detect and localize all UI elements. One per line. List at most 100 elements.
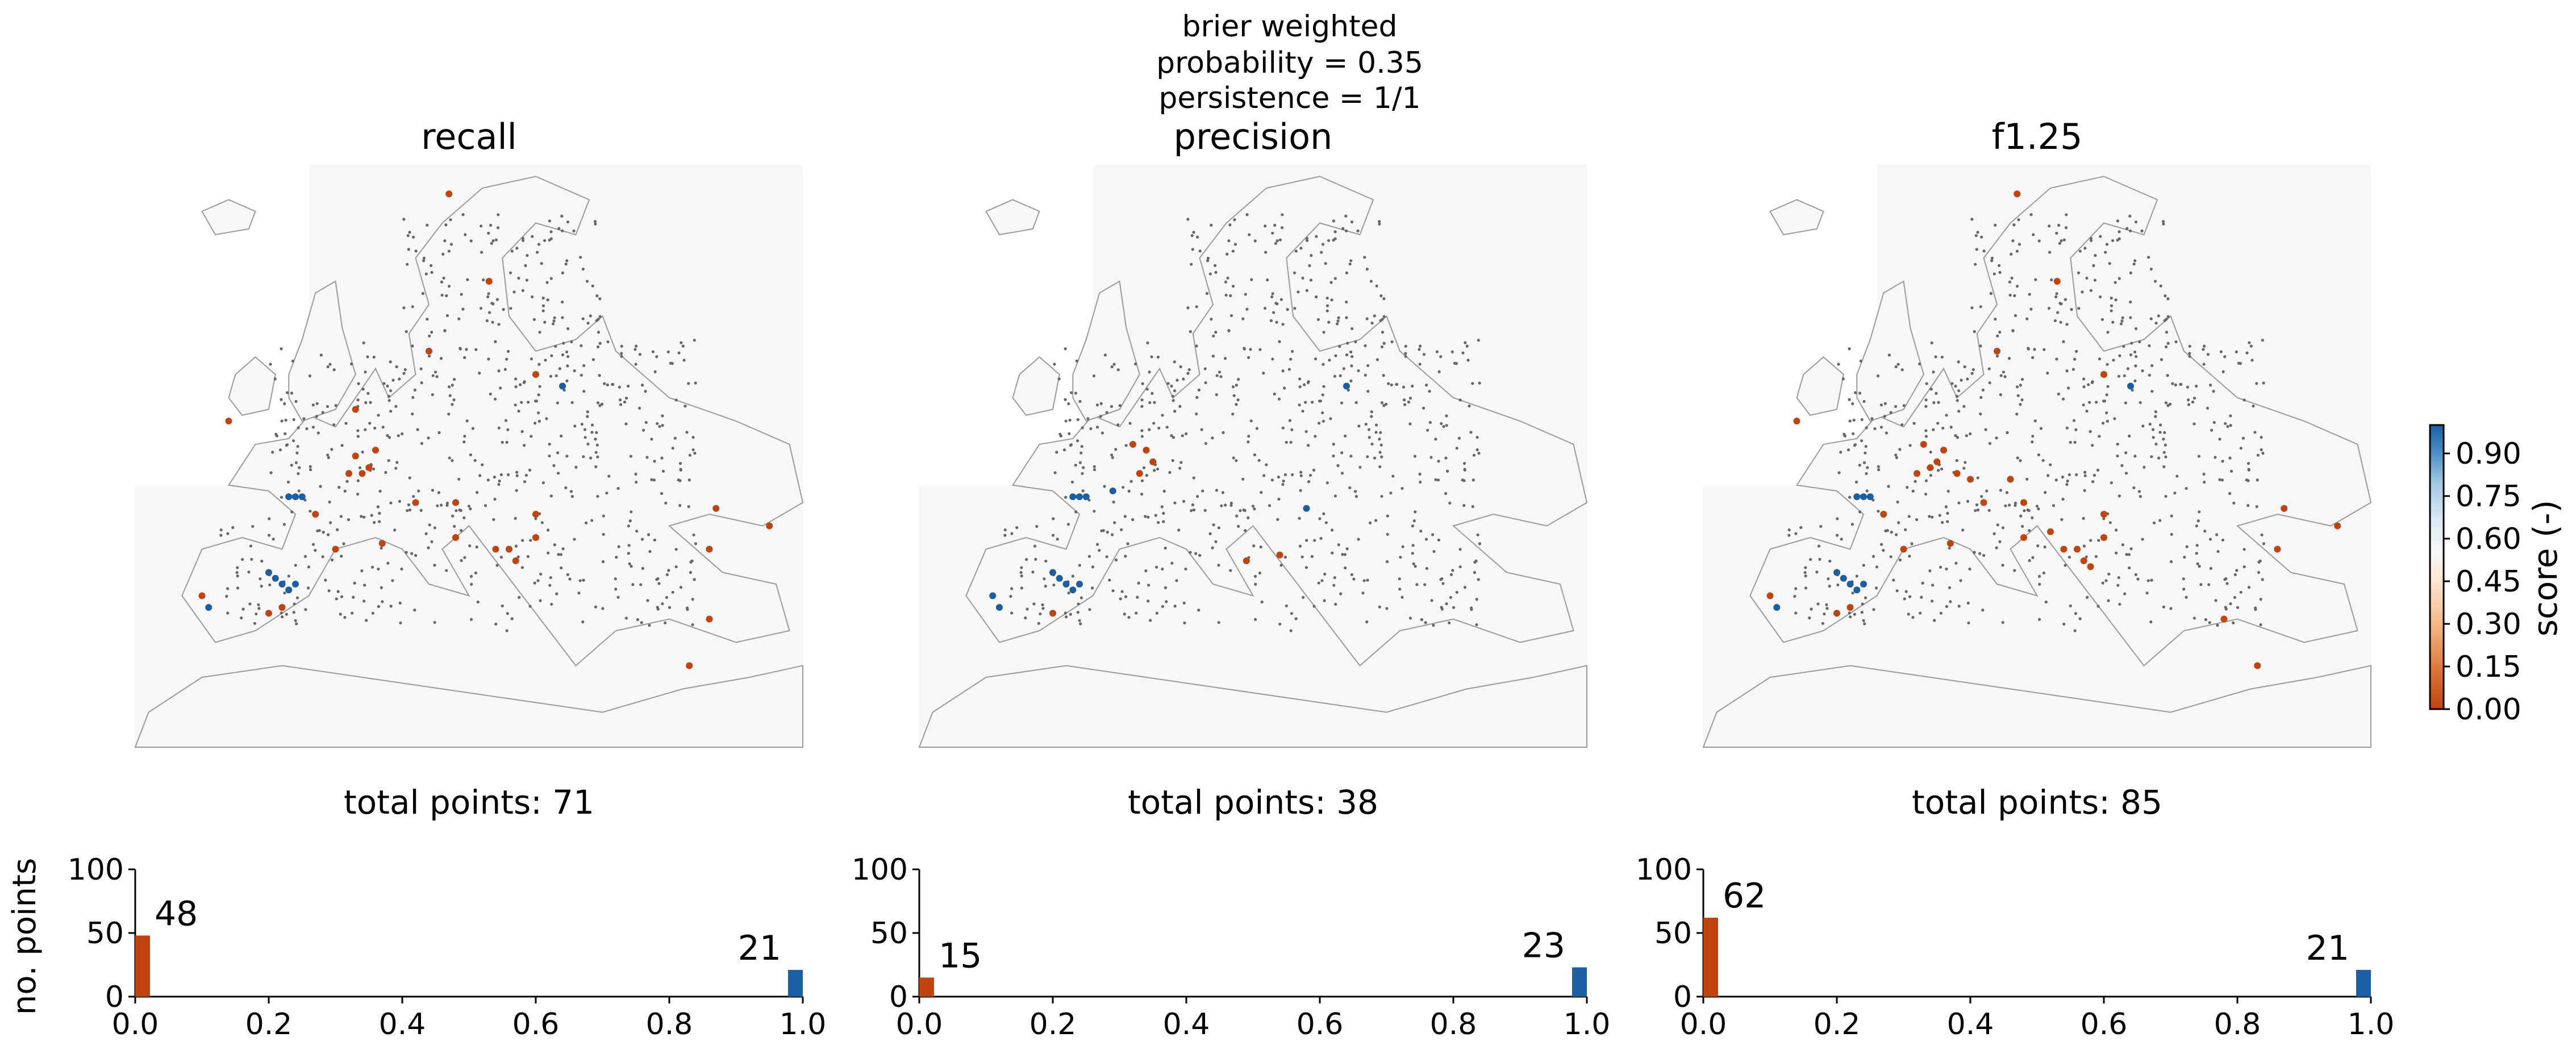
station-dot — [648, 550, 651, 553]
station-dot — [1373, 314, 1376, 317]
station-dot — [2254, 606, 2257, 609]
station-dot — [2133, 380, 2136, 382]
station-dot — [2016, 249, 2019, 252]
station-dot — [1093, 510, 1095, 513]
station-dot — [1973, 330, 1976, 333]
station-dot — [1233, 218, 1236, 221]
station-dot — [1254, 239, 1257, 242]
x-tick-label: 0.0 — [896, 1007, 943, 1042]
station-dot — [280, 496, 283, 499]
station-dot — [1385, 403, 1387, 406]
station-dot — [2014, 314, 2017, 317]
station-dot — [1305, 430, 1308, 433]
station-dot — [1804, 566, 1807, 569]
station-dot — [536, 251, 539, 253]
station-dot — [1864, 452, 1866, 455]
station-dot — [620, 355, 623, 358]
station-dot — [580, 344, 582, 347]
station-dot — [1285, 605, 1288, 607]
station-dot — [2057, 393, 2060, 395]
station-dot — [382, 382, 385, 385]
station-dot — [1148, 428, 1151, 431]
histogram: 0501000.0 0.2 0.4 0.6 0.8 1.04821 — [68, 853, 827, 1042]
station-dot — [1919, 611, 1921, 614]
station-dot — [1173, 360, 1176, 363]
station-dot — [668, 606, 671, 609]
station-dot — [2135, 220, 2137, 223]
station-dot — [2028, 529, 2031, 532]
station-dot — [1241, 478, 1244, 481]
station-dot — [386, 434, 389, 437]
station-dot — [561, 316, 564, 319]
station-dot — [1350, 364, 1353, 367]
station-dot — [537, 411, 540, 414]
station-dot — [1188, 368, 1191, 371]
station-dot — [1211, 547, 1214, 549]
station-dot — [2054, 319, 2057, 322]
station-dot — [2124, 402, 2127, 405]
station-dot — [2110, 481, 2113, 484]
station-dot — [555, 374, 558, 377]
station-dot — [345, 422, 348, 424]
bar-high-score — [788, 970, 803, 997]
station-dot — [1932, 428, 1935, 431]
station-dot — [295, 452, 298, 455]
station-dot — [619, 403, 622, 406]
station-dot — [461, 213, 464, 216]
station-dot — [1853, 444, 1856, 447]
station-dot — [1344, 435, 1347, 438]
station-dot — [489, 393, 492, 395]
station-dot — [648, 624, 651, 627]
station-dot — [2120, 319, 2123, 322]
station-dot — [2093, 474, 2096, 477]
station-dot — [549, 576, 552, 579]
station-dot — [1445, 424, 1448, 427]
station-dot — [2116, 219, 2119, 222]
station-dot — [656, 422, 658, 425]
station-dot — [1404, 355, 1407, 358]
station-dot — [2128, 215, 2131, 218]
station-dot — [2216, 624, 2219, 627]
station-dot — [248, 602, 251, 605]
station-dot — [1299, 489, 1302, 492]
station-dot — [309, 468, 312, 471]
station-dot — [309, 465, 312, 468]
station-dot — [2017, 394, 2020, 397]
station-dot — [1440, 422, 1443, 425]
station-dot — [2214, 599, 2217, 602]
station-dot — [1950, 382, 1953, 385]
station-dot — [1301, 410, 1304, 413]
station-dot — [2074, 612, 2077, 615]
station-dot — [2232, 622, 2235, 624]
station-dot — [1945, 568, 1948, 570]
station-dot — [480, 251, 483, 253]
station-dot — [312, 403, 315, 406]
station-dot — [506, 441, 508, 444]
station-high-score — [272, 575, 279, 582]
station-dot — [1475, 560, 1478, 563]
station-dot — [2102, 581, 2104, 584]
station-dot — [1034, 558, 1037, 561]
station-dot — [2025, 318, 2028, 320]
station-dot — [1322, 331, 1325, 334]
station-dot — [1291, 473, 1294, 476]
station-dot — [2038, 618, 2041, 621]
station-dot — [1125, 444, 1128, 447]
station-dot — [433, 526, 436, 529]
station-dot — [1975, 248, 1978, 251]
station-dot — [1404, 345, 1407, 348]
station-dot — [1293, 307, 1296, 310]
station-dot — [1111, 365, 1114, 368]
station-dot — [1115, 559, 1118, 561]
station-dot — [560, 215, 563, 218]
station-dot — [1472, 478, 1475, 481]
station-dot — [2210, 429, 2213, 432]
station-dot — [2057, 224, 2060, 227]
station-dot — [2251, 359, 2254, 361]
station-dot — [448, 456, 451, 459]
station-dot — [498, 480, 501, 482]
station-high-score — [285, 493, 292, 500]
station-dot — [636, 618, 639, 621]
station-dot — [1906, 486, 1908, 489]
